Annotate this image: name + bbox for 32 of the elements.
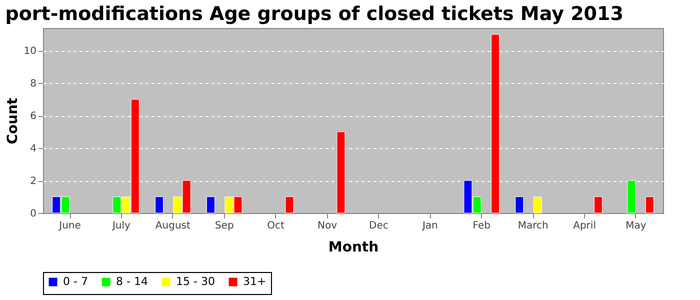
y-tick-label: 2 bbox=[30, 176, 36, 188]
x-tick-label: Oct bbox=[267, 220, 285, 232]
y-tick-label: 10 bbox=[24, 46, 36, 58]
x-tick-label: March bbox=[518, 220, 548, 232]
y-tick-label: 0 bbox=[30, 208, 36, 220]
legend-label: 0 - 7 bbox=[63, 275, 88, 288]
legend-label: 15 - 30 bbox=[176, 275, 215, 288]
bar bbox=[206, 196, 215, 214]
legend-label: 8 - 14 bbox=[116, 275, 148, 288]
x-tick-label: Nov bbox=[318, 220, 338, 232]
x-tick-label: Dec bbox=[369, 220, 388, 232]
x-axis-title: Month bbox=[328, 240, 379, 256]
y-axis-title: Count bbox=[4, 97, 21, 144]
x-tick-label: Sep bbox=[214, 220, 234, 232]
x-tick-label: April bbox=[573, 220, 596, 232]
bar bbox=[533, 196, 542, 214]
bar bbox=[155, 196, 164, 214]
bar bbox=[645, 196, 654, 214]
chart-title: port-modifications Age groups of closed tickets May 2013 bbox=[5, 3, 624, 25]
bar bbox=[515, 196, 524, 214]
y-tick-label: 6 bbox=[30, 111, 36, 122]
x-tick-label: May bbox=[626, 220, 646, 232]
y-tick-label: 4 bbox=[30, 144, 36, 155]
x-tick-label: Jan bbox=[421, 220, 438, 232]
bar bbox=[285, 196, 294, 214]
x-tick-label: July bbox=[111, 220, 131, 232]
x-tick-label: August bbox=[155, 220, 190, 232]
x-tick-label: Feb bbox=[472, 220, 490, 232]
legend-label: 31+ bbox=[243, 275, 266, 288]
bar bbox=[594, 196, 602, 214]
x-tick-label: June bbox=[58, 220, 81, 232]
y-tick-label: 8 bbox=[30, 78, 36, 90]
